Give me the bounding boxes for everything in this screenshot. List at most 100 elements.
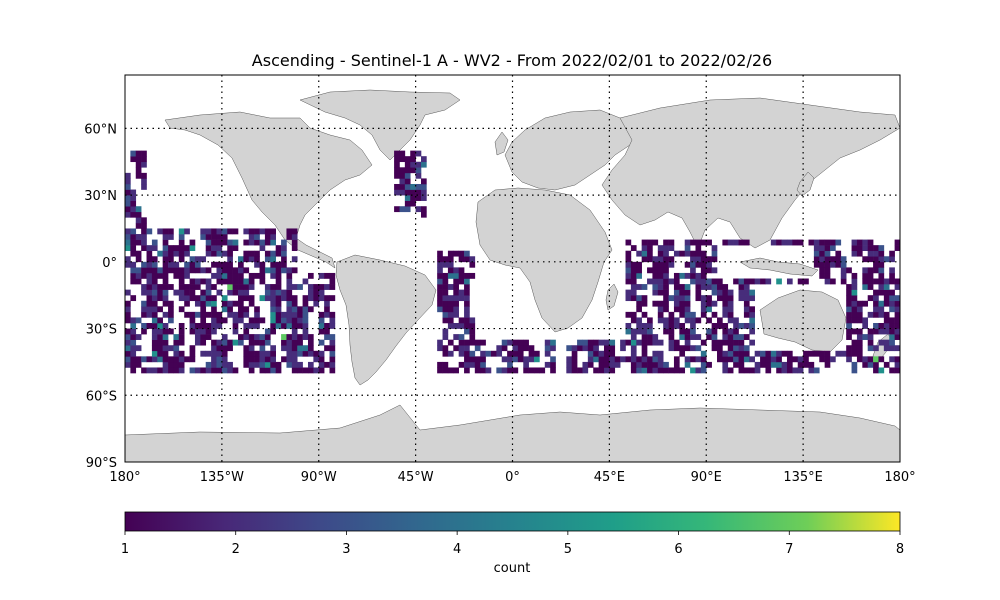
heatmap-cell: [883, 284, 890, 290]
heatmap-cell: [587, 361, 594, 368]
heatmap-cell: [630, 272, 637, 279]
heatmap-cell: [652, 284, 659, 290]
heatmap-cell: [862, 272, 869, 279]
heatmap-cell: [652, 361, 659, 368]
heatmap-cell: [404, 195, 411, 201]
heatmap-cell: [324, 306, 330, 313]
heatmap-cell: [324, 345, 330, 352]
heatmap-cell: [447, 267, 454, 274]
heatmap-cell: [437, 289, 443, 296]
heatmap-cell: [178, 339, 185, 346]
heatmap-cell: [851, 272, 858, 279]
heatmap-cell: [135, 206, 142, 213]
heatmap-cell: [286, 361, 293, 368]
heatmap-cell: [851, 295, 858, 302]
heatmap-cell: [270, 239, 276, 246]
lon-tick-label: 135°E: [783, 470, 823, 485]
heatmap-cell: [684, 289, 691, 296]
heatmap-cell: [270, 234, 276, 240]
heatmap-cell: [673, 250, 680, 257]
heatmap-cell: [243, 356, 250, 363]
heatmap-cell: [625, 289, 632, 296]
heatmap-cell: [178, 228, 185, 235]
heatmap-cell: [421, 189, 427, 196]
heatmap-cell: [437, 306, 443, 313]
heatmap-cell: [647, 328, 653, 335]
heatmap-cell: [173, 367, 180, 374]
heatmap-cell: [453, 311, 459, 318]
heatmap-cell: [189, 267, 196, 274]
heatmap-cell: [157, 272, 163, 279]
heatmap-cell: [641, 345, 648, 352]
heatmap-cell: [135, 278, 142, 285]
heatmap-cell: [275, 361, 282, 368]
heatmap-cell: [135, 222, 142, 229]
heatmap-cell: [141, 322, 147, 329]
heatmap-cell: [194, 367, 201, 374]
heatmap-cell: [130, 228, 137, 235]
heatmap-cell: [453, 284, 459, 290]
heatmap-cell: [566, 367, 573, 374]
heatmap-cell: [270, 322, 276, 329]
heatmap-cell: [200, 367, 207, 374]
heatmap-cell: [221, 306, 228, 313]
heatmap-cell: [856, 239, 863, 246]
heatmap-cell: [851, 339, 858, 346]
heatmap-cell: [259, 261, 266, 268]
heatmap-cell: [894, 300, 901, 307]
heatmap-cell: [130, 272, 137, 279]
heatmap-cell: [291, 256, 298, 263]
heatmap-cell: [125, 339, 131, 346]
heatmap-cell: [200, 339, 207, 346]
heatmap-cell: [205, 234, 212, 240]
heatmap-cell: [227, 272, 233, 279]
heatmap-cell: [851, 350, 858, 357]
heatmap-cell: [652, 272, 659, 279]
heatmap-cell: [727, 339, 734, 346]
heatmap-cell: [474, 356, 481, 363]
heatmap-cell: [690, 334, 696, 340]
heatmap-cell: [894, 306, 901, 313]
heatmap-cell: [162, 300, 169, 307]
heatmap-cell: [135, 172, 142, 179]
heatmap-cell: [550, 356, 556, 363]
heatmap-cell: [813, 250, 820, 257]
heatmap-cell: [291, 300, 298, 307]
heatmap-cell: [690, 345, 696, 352]
heatmap-cell: [641, 256, 648, 263]
heatmap-cell: [437, 295, 443, 302]
heatmap-cell: [270, 267, 276, 274]
heatmap-cell: [668, 328, 675, 335]
heatmap-cell: [706, 256, 712, 263]
heatmap-cell: [125, 328, 131, 335]
heatmap-cell: [786, 356, 793, 363]
heatmap-cell: [291, 361, 298, 368]
heatmap-cell: [765, 356, 772, 363]
heatmap-cell: [894, 317, 901, 324]
heatmap-cell: [162, 228, 169, 235]
heatmap-cell: [647, 250, 653, 257]
heatmap-cell: [711, 339, 718, 346]
heatmap-cell: [173, 267, 180, 274]
heatmap-cell: [803, 350, 809, 357]
heatmap-cell: [324, 311, 330, 318]
heatmap-cell: [743, 334, 750, 340]
heatmap-cell: [717, 284, 723, 290]
heatmap-cell: [221, 334, 228, 340]
heatmap-cell: [318, 339, 325, 346]
heatmap-cell: [162, 311, 169, 318]
heatmap-cell: [329, 361, 336, 368]
heatmap-cell: [243, 256, 250, 263]
heatmap-cell: [146, 278, 153, 285]
heatmap-cell: [706, 239, 712, 246]
heatmap-cell: [641, 250, 648, 257]
heatmap-cell: [711, 322, 718, 329]
heatmap-cell: [630, 356, 637, 363]
heatmap-cell: [178, 256, 185, 263]
heatmap-cell: [141, 156, 147, 163]
lat-tick-label: 30°S: [86, 323, 117, 338]
heatmap-cell: [625, 267, 632, 274]
heatmap-cell: [168, 284, 174, 290]
heatmap-cell: [690, 322, 696, 329]
heatmap-cell: [211, 239, 217, 246]
